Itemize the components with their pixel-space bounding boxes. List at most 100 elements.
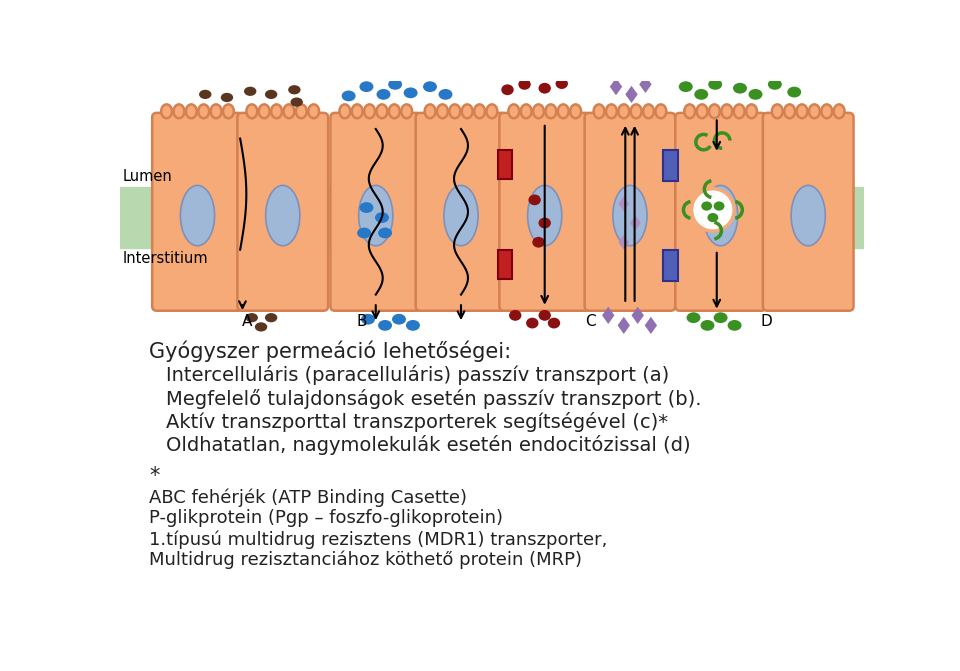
- Ellipse shape: [528, 195, 540, 205]
- Polygon shape: [632, 307, 644, 324]
- Ellipse shape: [709, 105, 720, 118]
- Ellipse shape: [199, 105, 209, 118]
- Ellipse shape: [691, 189, 734, 231]
- Ellipse shape: [254, 322, 267, 331]
- FancyBboxPatch shape: [675, 113, 766, 311]
- Text: Megfelelő tulajdonságok esetén passzív transzport (b).: Megfelelő tulajdonságok esetén passzív t…: [166, 389, 702, 409]
- Ellipse shape: [359, 185, 393, 246]
- Ellipse shape: [618, 105, 629, 118]
- Ellipse shape: [733, 105, 745, 118]
- Ellipse shape: [180, 185, 215, 246]
- FancyBboxPatch shape: [499, 113, 590, 311]
- Ellipse shape: [656, 105, 666, 118]
- Ellipse shape: [684, 105, 695, 118]
- Text: B: B: [356, 314, 367, 329]
- Ellipse shape: [340, 105, 350, 118]
- Bar: [120, 187, 864, 248]
- Ellipse shape: [474, 105, 485, 118]
- Ellipse shape: [288, 85, 300, 95]
- Ellipse shape: [606, 105, 617, 118]
- Ellipse shape: [406, 320, 420, 331]
- Polygon shape: [618, 235, 629, 250]
- Ellipse shape: [439, 89, 452, 100]
- Text: 1.típusú multidrug rezisztens (MDR1) transzporter,: 1.típusú multidrug rezisztens (MDR1) tra…: [150, 530, 608, 549]
- Ellipse shape: [376, 89, 391, 100]
- Ellipse shape: [308, 105, 319, 118]
- Ellipse shape: [697, 105, 708, 118]
- Ellipse shape: [822, 105, 832, 118]
- Ellipse shape: [593, 105, 605, 118]
- Ellipse shape: [533, 105, 544, 118]
- Ellipse shape: [376, 105, 387, 118]
- Text: *: *: [150, 466, 159, 486]
- Ellipse shape: [210, 105, 222, 118]
- Bar: [663, 250, 679, 280]
- Ellipse shape: [539, 310, 551, 321]
- Ellipse shape: [378, 227, 392, 238]
- Ellipse shape: [704, 185, 737, 246]
- Ellipse shape: [361, 314, 375, 325]
- Ellipse shape: [548, 317, 561, 329]
- Bar: [498, 150, 512, 179]
- Ellipse shape: [375, 212, 389, 223]
- Ellipse shape: [174, 105, 184, 118]
- Text: Lumen: Lumen: [123, 170, 173, 185]
- Polygon shape: [610, 78, 622, 95]
- Ellipse shape: [784, 105, 795, 118]
- Ellipse shape: [291, 97, 303, 107]
- Ellipse shape: [631, 105, 641, 118]
- FancyBboxPatch shape: [237, 113, 328, 311]
- Ellipse shape: [247, 105, 257, 118]
- Ellipse shape: [809, 105, 820, 118]
- Ellipse shape: [708, 213, 718, 222]
- Polygon shape: [639, 76, 652, 93]
- Ellipse shape: [556, 79, 568, 89]
- Ellipse shape: [721, 105, 732, 118]
- Ellipse shape: [437, 105, 448, 118]
- Ellipse shape: [713, 312, 728, 323]
- Ellipse shape: [772, 105, 782, 118]
- Ellipse shape: [518, 79, 531, 90]
- Text: A: A: [242, 314, 252, 329]
- Ellipse shape: [357, 227, 372, 238]
- FancyBboxPatch shape: [330, 113, 421, 311]
- Ellipse shape: [359, 81, 373, 92]
- Ellipse shape: [733, 83, 747, 94]
- Ellipse shape: [271, 105, 282, 118]
- Ellipse shape: [728, 320, 741, 331]
- Ellipse shape: [186, 105, 197, 118]
- Ellipse shape: [686, 312, 701, 323]
- Ellipse shape: [364, 105, 375, 118]
- Ellipse shape: [444, 185, 478, 246]
- Text: Gyógyszer permeáció lehetőségei:: Gyógyszer permeáció lehetőségei:: [150, 341, 512, 362]
- Ellipse shape: [462, 105, 472, 118]
- Text: Aktív transzporttal transzporterek segítségével (c)*: Aktív transzporttal transzporterek segít…: [166, 411, 668, 431]
- Ellipse shape: [713, 201, 725, 211]
- Ellipse shape: [679, 81, 693, 92]
- Ellipse shape: [265, 313, 277, 322]
- Ellipse shape: [701, 201, 712, 211]
- Ellipse shape: [791, 185, 826, 246]
- Ellipse shape: [161, 105, 172, 118]
- Ellipse shape: [701, 320, 714, 331]
- Ellipse shape: [449, 105, 460, 118]
- Ellipse shape: [424, 105, 436, 118]
- Ellipse shape: [509, 310, 521, 321]
- Text: Oldhatatlan, nagymolekulák esetén endocitózissal (d): Oldhatatlan, nagymolekulák esetén endoci…: [166, 435, 691, 455]
- Ellipse shape: [768, 79, 781, 90]
- Ellipse shape: [643, 105, 654, 118]
- Ellipse shape: [708, 79, 722, 90]
- Ellipse shape: [389, 105, 399, 118]
- Ellipse shape: [392, 314, 406, 325]
- Ellipse shape: [359, 202, 373, 213]
- Ellipse shape: [244, 87, 256, 96]
- Ellipse shape: [526, 317, 539, 329]
- Ellipse shape: [351, 105, 363, 118]
- Ellipse shape: [283, 105, 295, 118]
- FancyBboxPatch shape: [585, 113, 675, 311]
- Polygon shape: [617, 317, 630, 334]
- Text: Intercelluláris (paracelluláris) passzív transzport (a): Intercelluláris (paracelluláris) passzív…: [166, 366, 670, 385]
- Ellipse shape: [388, 79, 402, 90]
- Ellipse shape: [246, 313, 258, 322]
- Ellipse shape: [694, 89, 708, 100]
